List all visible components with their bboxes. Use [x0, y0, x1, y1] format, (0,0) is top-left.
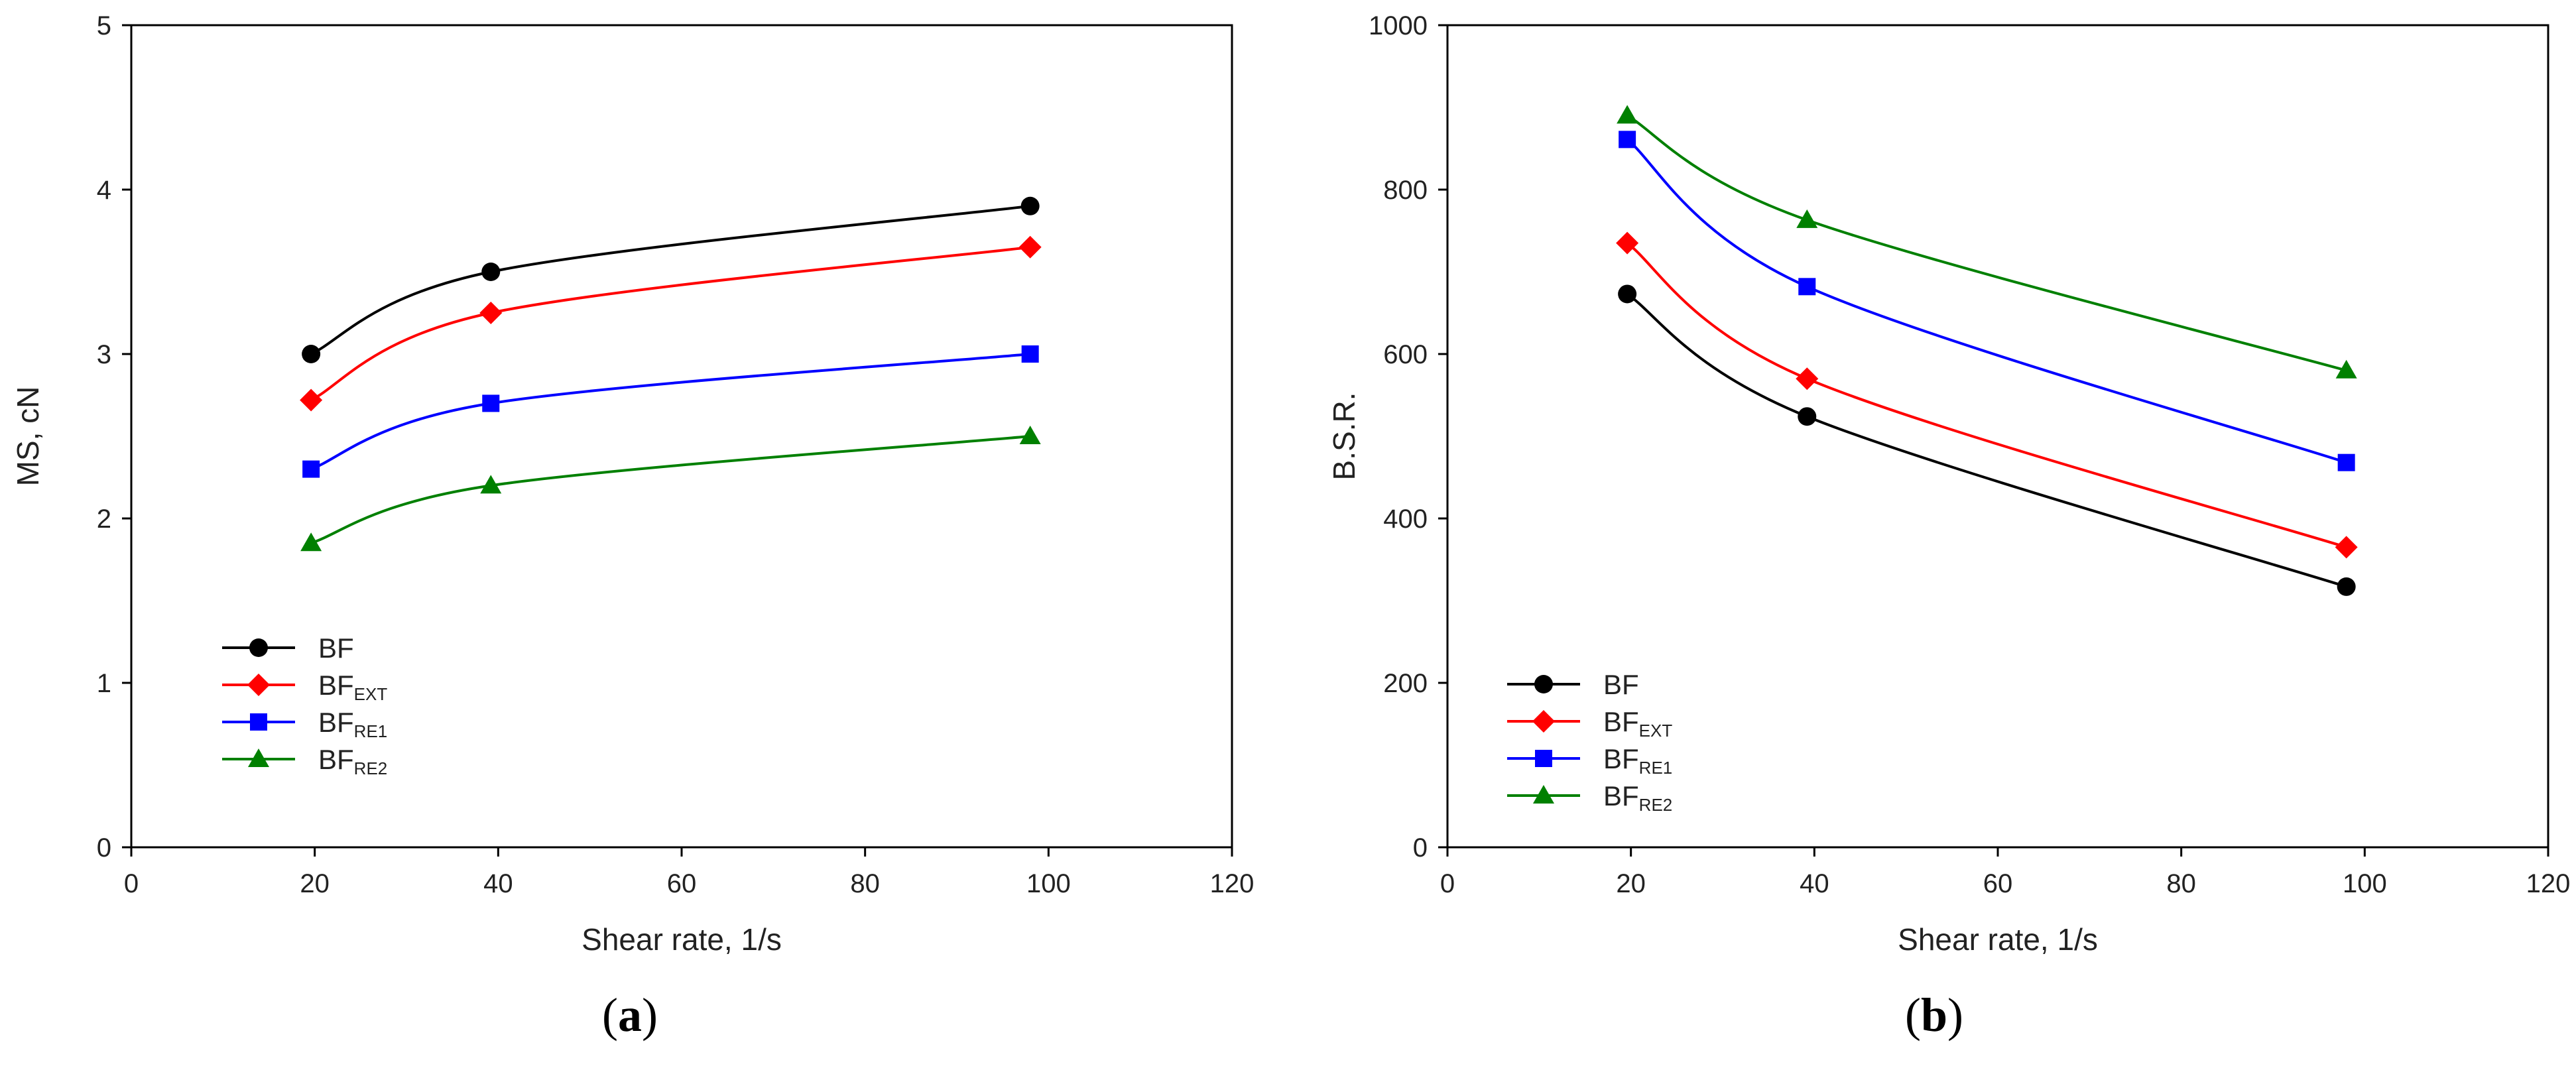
- data-point-bf-re2: [1617, 105, 1638, 124]
- series-line-bf-re2: [310, 435, 1030, 545]
- x-tick-label: 20: [1616, 869, 1646, 898]
- data-point-bf-re1: [2337, 453, 2355, 471]
- x-tick-label: 40: [1800, 869, 1829, 898]
- legend-marker-bf-re1: [250, 713, 267, 731]
- y-axis-title: MS, cN: [11, 387, 45, 487]
- series-line-bf-re1: [310, 353, 1030, 471]
- legend-label-bf-re2: BFRE2: [1603, 780, 1672, 815]
- legend-marker-bf-ext: [1532, 710, 1555, 733]
- x-tick-label: 60: [667, 869, 697, 898]
- data-point-bf-ext: [1616, 231, 1639, 255]
- plot-frame: [130, 24, 1233, 849]
- x-tick-label: 120: [1210, 869, 1255, 898]
- data-point-bf-re1: [1619, 131, 1636, 149]
- data-point-bf-ext: [1796, 367, 1819, 390]
- y-tick-label: 800: [1383, 176, 1428, 205]
- legend-marker-bf-ext: [247, 674, 270, 696]
- legend-marker-bf-re2: [248, 748, 269, 767]
- y-tick-label: 3: [97, 340, 111, 369]
- y-tick-label: 400: [1383, 505, 1428, 534]
- panel-b: 0 20 40 60 80 100 120 0 200 400 600 800 1000 Shear ra…: [1327, 11, 2570, 1042]
- series-line-bf-ext: [1626, 242, 2347, 549]
- y-tick-label: 600: [1383, 340, 1428, 369]
- y-tick-label: 4: [97, 176, 111, 205]
- x-tick-label: 100: [1026, 869, 1071, 898]
- data-point-bf: [481, 263, 501, 281]
- x-axis-title: Shear rate, 1/s: [582, 922, 782, 957]
- legend-label-bf: BF: [1603, 669, 1639, 700]
- series-line-bf-ext: [310, 245, 1030, 402]
- y-tick-label: 2: [97, 505, 111, 534]
- data-point-bf-re1: [1798, 278, 1816, 296]
- data-point-bf-re2: [1796, 209, 1818, 228]
- y-axis-title: B.S.R.: [1327, 392, 1361, 481]
- data-point-bf-re2: [300, 532, 322, 552]
- x-tick-label: 20: [300, 869, 330, 898]
- legend-label-bf-ext: BFEXT: [1603, 706, 1672, 741]
- data-point-bf-re2: [480, 475, 502, 494]
- series-line-bf: [1626, 292, 2347, 588]
- data-point-bf-re1: [302, 460, 320, 478]
- x-tick-label: 60: [1983, 869, 2013, 898]
- legend-marker-bf-re2: [1533, 785, 1554, 804]
- x-tick-label: 100: [2343, 869, 2387, 898]
- series-line-bf: [310, 204, 1030, 355]
- legend-marker-bf: [1534, 675, 1553, 693]
- y-tick-label: 5: [97, 11, 111, 40]
- x-axis-title: Shear rate, 1/s: [1898, 922, 2098, 957]
- y-tick-label: 0: [1413, 833, 1428, 863]
- data-point-bf-ext: [300, 389, 323, 412]
- data-point-bf-ext: [479, 302, 503, 324]
- legend-label-bf-re2: BFRE2: [318, 744, 387, 778]
- x-tick-label: 0: [1440, 869, 1455, 898]
- x-tick-label: 120: [2526, 869, 2571, 898]
- legend-label-bf-re1: BFRE1: [318, 707, 387, 741]
- x-tick-label: 0: [124, 869, 139, 898]
- data-point-bf-ext: [2335, 536, 2358, 559]
- legend-label-bf-ext: BFEXT: [318, 670, 387, 704]
- panel-label: (a): [602, 988, 658, 1042]
- y-tick-label: 200: [1383, 669, 1428, 698]
- data-point-bf: [1618, 284, 1637, 304]
- x-tick-label: 80: [2166, 869, 2196, 898]
- data-point-bf-re1: [1021, 345, 1039, 363]
- legend-marker-bf: [249, 638, 268, 657]
- data-point-bf-ext: [1018, 235, 1042, 259]
- data-point-bf: [1020, 196, 1040, 215]
- panel-a: 0 20 40 60 80 100 120 0 1 2 3 4 5 Shear rate, 1/s MS, …: [11, 11, 1254, 1042]
- series-line-bf-re1: [1626, 138, 2347, 464]
- data-point-bf-re2: [2335, 359, 2357, 379]
- legend-marker-bf-re1: [1535, 750, 1552, 767]
- data-point-bf-re2: [1019, 426, 1041, 444]
- data-point-bf: [2337, 577, 2356, 596]
- data-point-bf: [1798, 407, 1817, 426]
- y-tick-label: 1000: [1369, 11, 1428, 40]
- legend-label-bf: BF: [318, 632, 354, 664]
- panel-label: (b): [1905, 988, 1963, 1042]
- data-point-bf: [302, 345, 321, 363]
- x-tick-label: 40: [483, 869, 513, 898]
- x-tick-label: 80: [850, 869, 880, 898]
- y-tick-label: 0: [97, 833, 111, 863]
- data-point-bf-re1: [482, 394, 500, 412]
- y-tick-label: 1: [97, 669, 111, 698]
- series-line-bf-re2: [1626, 114, 2347, 372]
- legend-label-bf-re1: BFRE1: [1603, 743, 1672, 778]
